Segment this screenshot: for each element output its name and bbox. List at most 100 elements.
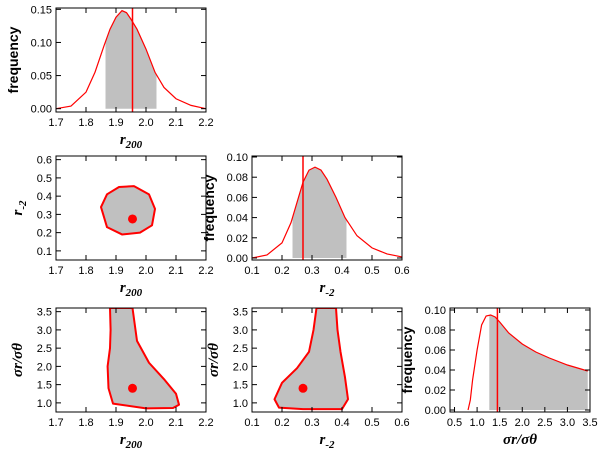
y-tick-label: 1.0	[37, 398, 52, 410]
x-tick-label: 0.5	[364, 265, 379, 277]
ylabel-title: frequency	[201, 174, 217, 241]
ylabel-label-text: frequency	[399, 326, 415, 393]
x-tick-label: 2.1	[168, 265, 183, 277]
xlabel-label-text: r-2	[319, 280, 335, 299]
y-tick-label: 1.5	[37, 380, 52, 392]
y-tick-label: 3.5	[37, 307, 52, 319]
xlabel-variable: r	[319, 432, 325, 448]
y-tick-label: 0.15	[31, 4, 52, 16]
y-tick-label: 0.05	[31, 71, 52, 83]
y-tick-label: 3.0	[233, 325, 248, 337]
panel-p11: 1.7 1.8 1.9 2.0 2.1 2.2 0.00 0.05 0.10 0.15 r200 fr…	[5, 4, 214, 151]
panel-p22: 0.1 0.2 0.3 0.4 0.5 0.6 0.00 0.02 0.04 0.06 0.08 0.…	[201, 152, 410, 299]
ylabel-label-text: r-2	[10, 200, 29, 216]
plot-area	[467, 308, 588, 412]
x-tick-label: 0.3	[304, 417, 319, 429]
axes-frame	[251, 155, 403, 261]
xlabel-title: r200	[120, 132, 143, 151]
frequency-curve	[56, 9, 206, 110]
ylabel-title: frequency	[399, 326, 415, 393]
best-fit-point	[298, 383, 308, 393]
y-tick-label: 2.5	[37, 343, 52, 355]
ylabel-label-text: frequency	[201, 174, 217, 241]
ylabel-subscript: -2	[17, 200, 29, 210]
xlabel-label-text: r200	[120, 132, 143, 151]
y-tick-label: 0.4	[37, 191, 52, 203]
x-tick-label: 0.1	[244, 265, 259, 277]
xlabel-label-text: r-2	[319, 432, 335, 451]
panel-p33: 0.5 1.0 1.5 2.0 2.5 3.0 3.5 0.00 0.02 0.04 0.06 0.0…	[399, 305, 598, 448]
best-fit-point	[128, 383, 137, 393]
y-tick-label: 0.1	[37, 246, 52, 258]
y-tick-label: 0.06	[425, 345, 446, 357]
xlabel-title: r200	[120, 280, 143, 299]
ylabel-label-text: σr/σθ	[10, 343, 26, 377]
best-fit-point	[128, 214, 137, 224]
y-tick-label: 0.5	[37, 173, 52, 185]
y-tick-label: 0.02	[227, 233, 248, 245]
xlabel-label-text: r200	[120, 432, 143, 451]
credible-interval-shade	[105, 10, 157, 109]
xlabel-subscript: -2	[325, 287, 335, 299]
ylabel-variable: r	[10, 210, 26, 216]
y-tick-label: 0.02	[425, 385, 446, 397]
ylabel-title: σr/σθ	[206, 343, 222, 377]
x-tick-label: 2.0	[515, 417, 530, 429]
plot-area	[252, 156, 402, 260]
x-tick-label: 1.9	[108, 117, 123, 129]
panel-p21: 1.7 1.8 1.9 2.0 2.1 2.20.10.20.30.40.50.6r200…	[10, 155, 214, 299]
x-tick-label: 0.4	[334, 417, 349, 429]
x-tick-label: 2.1	[168, 417, 183, 429]
axes-frame	[55, 7, 207, 113]
ylabel-label-text: frequency	[5, 26, 21, 93]
credible-interval-shade	[489, 315, 588, 410]
y-tick-label: 0.08	[227, 172, 248, 184]
x-tick-label: 0.5	[447, 417, 462, 429]
plot-area	[273, 308, 349, 411]
x-tick-label: 2.0	[138, 117, 153, 129]
y-tick-label: 3.5	[233, 307, 248, 319]
x-tick-label: 1.9	[108, 417, 123, 429]
y-tick-label: 0.10	[227, 152, 248, 164]
y-tick-label: 0.10	[31, 37, 52, 49]
y-tick-label: 0.08	[425, 325, 446, 337]
x-tick-label: 1.7	[48, 265, 63, 277]
x-tick-label: 0.1	[244, 417, 259, 429]
x-tick-label: 1.7	[48, 117, 63, 129]
frequency-curve	[252, 166, 402, 259]
x-tick-label: 2.2	[198, 417, 213, 429]
y-tick-label: 2.0	[37, 361, 52, 373]
y-tick-label: 0.00	[227, 253, 248, 265]
x-tick-label: 1.8	[78, 265, 93, 277]
ylabel-title: r-2	[10, 200, 29, 216]
y-tick-label: 0.00	[31, 104, 52, 116]
y-tick-label: 0.04	[425, 365, 446, 377]
x-tick-label: 2.0	[138, 417, 153, 429]
xlabel-variable: r	[120, 432, 126, 448]
y-tick-label: 2.5	[233, 343, 248, 355]
xlabel-label-text: r200	[120, 280, 143, 299]
panel-p31: 1.7 1.8 1.9 2.0 2.1 2.2 1.0 1.5 2.0 2.5 3.0 3.5 r200…	[10, 307, 214, 451]
x-tick-label: 1.8	[78, 117, 93, 129]
x-tick-label: 1.8	[78, 417, 93, 429]
xlabel-title: r-2	[319, 280, 335, 299]
y-tick-label: 1.0	[233, 398, 248, 410]
xlabel-title: r200	[120, 432, 143, 451]
ylabel-title: σr/σθ	[10, 343, 26, 377]
xlabel-label-text: σr/σθ	[503, 432, 537, 448]
xlabel-subscript: 200	[125, 439, 143, 451]
xlabel-variable: r	[120, 280, 126, 296]
y-tick-label: 0.00	[425, 405, 446, 417]
confidence-contour	[100, 185, 156, 236]
axes-frame	[251, 307, 403, 413]
confidence-contour	[273, 308, 349, 411]
xlabel-title: σr/σθ	[503, 432, 537, 448]
confidence-contour	[106, 308, 180, 410]
x-tick-label: 1.9	[108, 265, 123, 277]
axes-frame	[55, 307, 207, 413]
x-tick-label: 0.6	[394, 265, 409, 277]
x-tick-label: 1.0	[469, 417, 484, 429]
y-tick-label: 2.0	[233, 361, 248, 373]
xlabel-title: r-2	[319, 432, 335, 451]
